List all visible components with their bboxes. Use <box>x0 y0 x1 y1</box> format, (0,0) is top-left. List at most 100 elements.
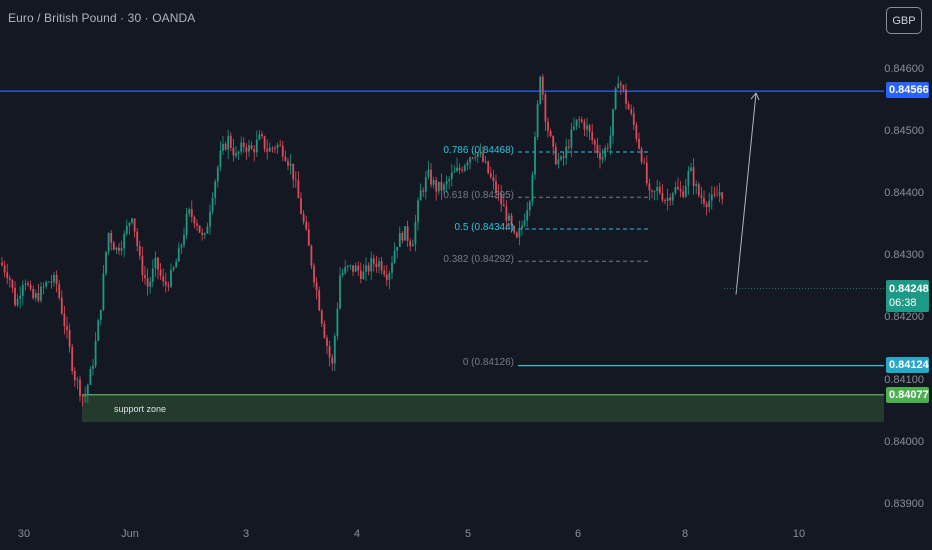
candle-body <box>635 124 638 139</box>
candle-body <box>326 337 328 346</box>
x-tick-label: 4 <box>353 528 361 540</box>
candle-body <box>601 156 604 160</box>
candle-body <box>144 275 146 279</box>
candle-body <box>19 295 22 299</box>
candle-body <box>716 195 718 197</box>
candle-body <box>411 244 414 247</box>
support-zone-label: support zone <box>114 404 167 414</box>
candle-body <box>453 171 456 173</box>
x-tick-label: 5 <box>464 528 472 540</box>
candle-body <box>331 357 334 364</box>
candle-body <box>352 265 354 272</box>
candle-body <box>128 222 131 227</box>
currency-button[interactable]: GBP <box>886 7 922 34</box>
candle-body <box>627 103 630 110</box>
candle-body <box>560 156 562 160</box>
candle-body <box>482 152 484 162</box>
candle-body <box>136 231 139 246</box>
candle-body <box>209 211 211 227</box>
candle-body <box>99 309 102 321</box>
fib-label-0-786: 0.786 (0.84468) <box>443 144 514 156</box>
candle-body <box>450 172 453 180</box>
candle-body <box>227 135 230 150</box>
candle-body <box>523 220 526 226</box>
candle-body <box>37 293 40 301</box>
candle-body <box>172 267 175 270</box>
candle-body <box>513 226 516 233</box>
candle-body <box>141 255 144 276</box>
candle-body <box>359 270 362 280</box>
candle-body <box>362 271 365 280</box>
candle-body <box>674 186 677 194</box>
candle-body <box>617 83 620 89</box>
candle-body <box>86 384 89 396</box>
candle-body <box>567 146 570 148</box>
candle-body <box>341 272 344 276</box>
candle-body <box>323 323 326 338</box>
candle-body <box>443 184 445 191</box>
support-price-tag: 0.84077 <box>886 386 929 403</box>
candle-body <box>8 278 11 280</box>
candle-body <box>437 181 440 192</box>
candle-body <box>700 195 703 198</box>
candle-body <box>53 274 55 283</box>
candle-body <box>245 147 248 152</box>
candle-body <box>643 161 646 163</box>
candle-body <box>396 247 399 251</box>
candle-body <box>47 281 50 283</box>
candle-body <box>274 147 276 149</box>
candle-body <box>185 213 188 236</box>
candle-body <box>253 148 256 153</box>
candle-body <box>214 181 217 198</box>
candle-body <box>55 274 58 285</box>
candle-body <box>593 140 596 145</box>
candle-body <box>188 209 191 214</box>
candle-body <box>419 190 422 201</box>
candle-body <box>427 169 430 178</box>
candle-body <box>658 186 661 193</box>
y-tick-label: 0.84300 <box>884 249 924 262</box>
candle-body <box>29 285 32 289</box>
candle-body <box>1 262 3 266</box>
candle-body <box>76 379 79 381</box>
candle-body <box>549 130 552 136</box>
chart-title: Euro / British Pound · 30 · OANDA <box>8 11 196 25</box>
candle-body <box>211 197 214 212</box>
candle-body <box>125 226 128 234</box>
candle-body <box>94 340 97 366</box>
candle-body <box>653 190 656 192</box>
candle-body <box>370 258 373 272</box>
candle-body <box>157 257 159 270</box>
candle-body <box>68 329 71 348</box>
candle-body <box>510 215 513 227</box>
candle-body <box>154 257 157 269</box>
fib-zero-price-tag: 0.84124 <box>886 356 929 373</box>
candle-body <box>232 147 235 156</box>
candle-body <box>440 181 443 191</box>
candle-body <box>183 235 185 246</box>
candle-body <box>190 209 193 217</box>
candle-body <box>336 308 339 336</box>
candle-body <box>73 371 76 381</box>
candle-body <box>489 173 492 178</box>
candle-body <box>180 245 183 248</box>
candle-body <box>578 119 581 121</box>
candle-body <box>167 285 170 287</box>
x-tick-label: 8 <box>681 528 689 540</box>
candle-body <box>708 200 711 207</box>
candle-body <box>388 272 391 280</box>
candle-body <box>583 121 586 130</box>
candle-body <box>118 247 120 251</box>
y-tick-label: 0.84400 <box>884 187 924 200</box>
candle-body <box>502 204 505 207</box>
candle-body <box>40 286 42 301</box>
candle-body <box>242 142 245 148</box>
candle-body <box>666 197 669 201</box>
candle-body <box>305 221 308 230</box>
candle-body <box>297 180 300 199</box>
candle-body <box>651 190 653 192</box>
candle-body <box>34 293 37 299</box>
candle-body <box>424 177 427 192</box>
candle-body <box>367 265 370 272</box>
